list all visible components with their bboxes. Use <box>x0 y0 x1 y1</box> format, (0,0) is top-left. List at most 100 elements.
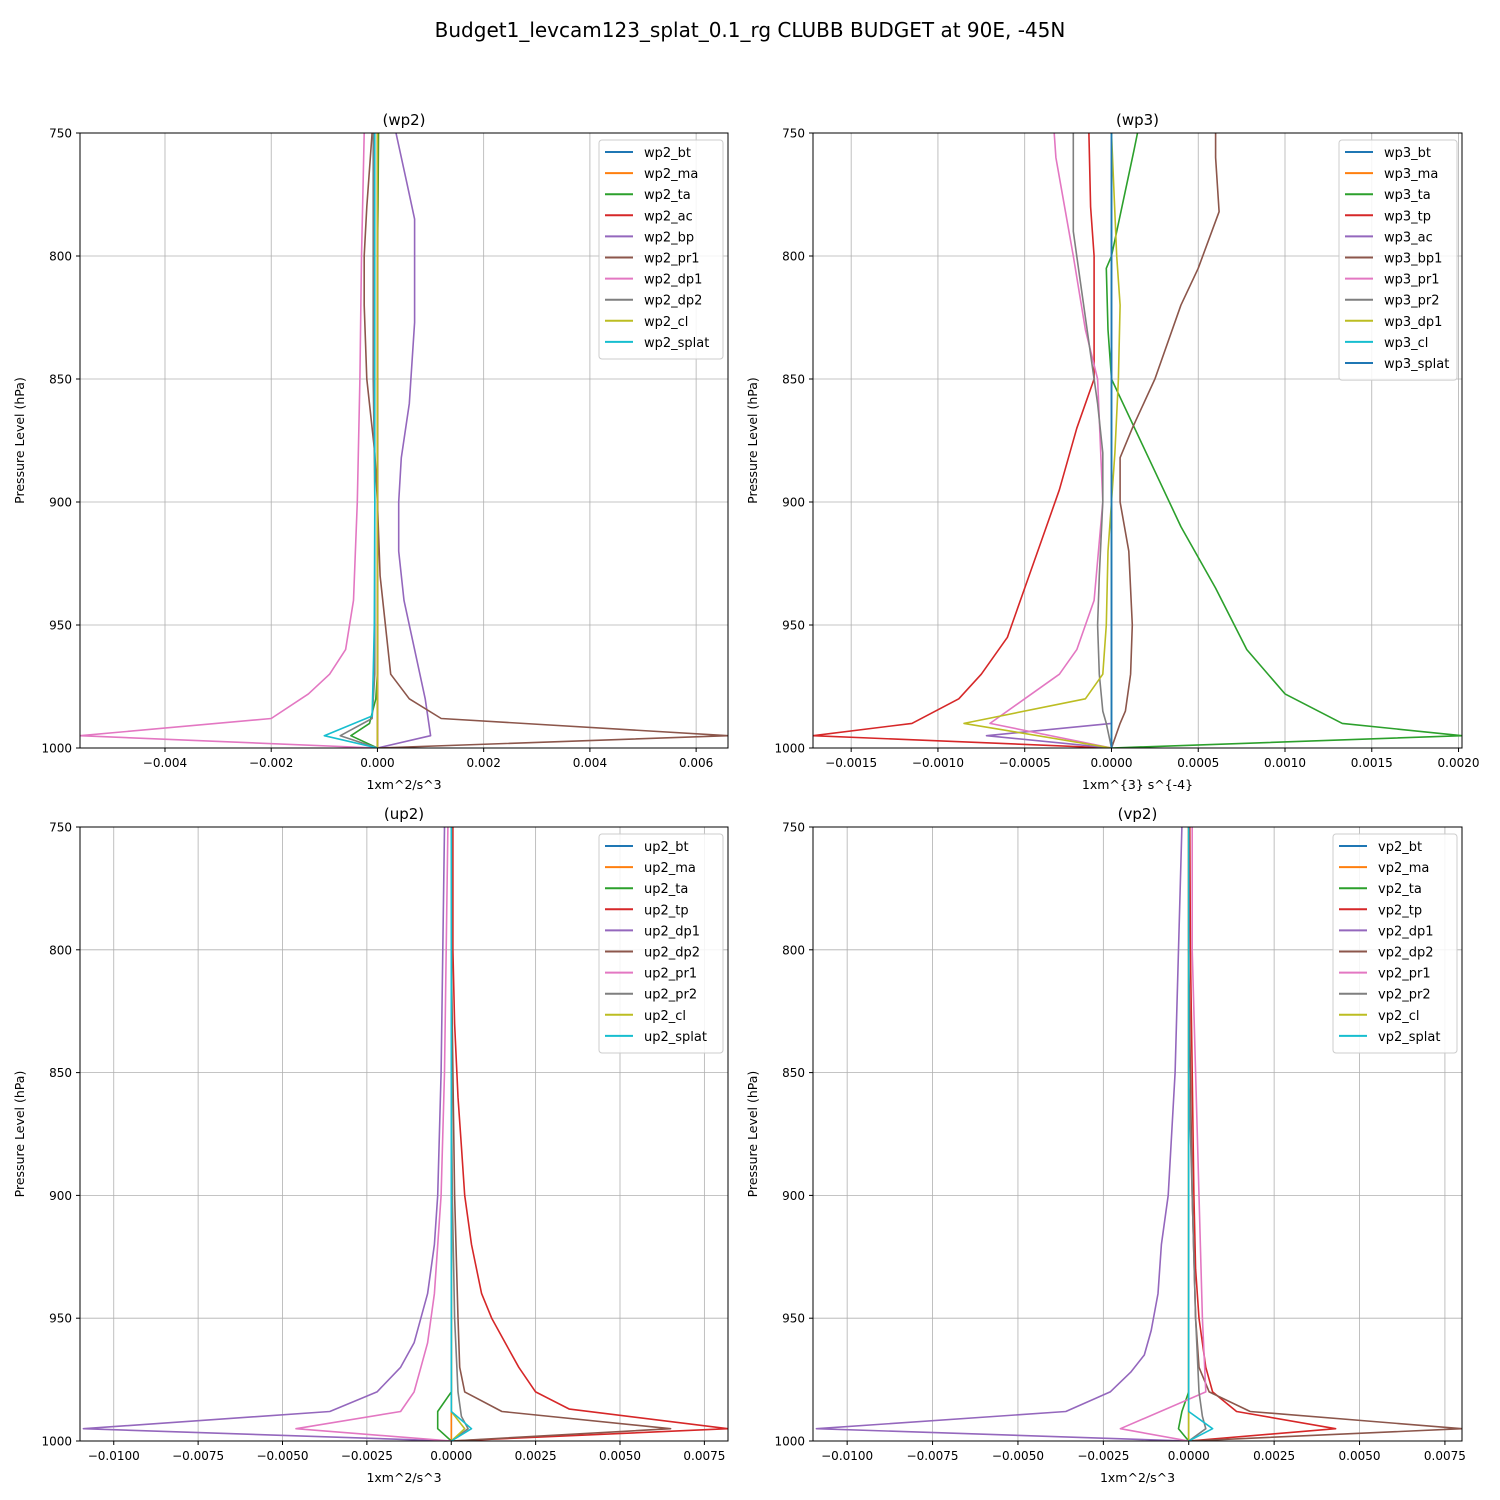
y-tick-label: 950 <box>782 619 805 633</box>
series-line-wp2_splat <box>323 133 378 748</box>
y-tick-label: 800 <box>782 943 805 957</box>
x-tick-label: 0.0075 <box>1424 1449 1466 1463</box>
y-tick-label: 1000 <box>774 742 805 756</box>
series-line-wp3_tp <box>813 133 1112 748</box>
y-tick-label: 800 <box>782 250 805 264</box>
legend-label: wp3_cl <box>1384 336 1428 351</box>
x-tick-label: 0.004 <box>573 756 607 770</box>
x-tick-label: −0.0075 <box>907 1449 959 1463</box>
y-tick-label: 900 <box>49 1189 72 1203</box>
axes-frame <box>812 132 1463 749</box>
x-tick-label: 0.0050 <box>1339 1449 1381 1463</box>
y-tick-label: 1000 <box>774 1435 805 1449</box>
x-tick-label: −0.0005 <box>999 756 1051 770</box>
x-axis-label: 1xm^2/s^3 <box>366 1470 441 1485</box>
x-tick-label: −0.0050 <box>256 1449 308 1463</box>
x-axis-label: 1xm^{3} s^{-4} <box>1082 777 1193 792</box>
legend-label: up2_cl <box>644 1009 686 1024</box>
x-tick-label: −0.0025 <box>341 1449 393 1463</box>
y-tick-label: 900 <box>49 496 72 510</box>
legend-label: vp2_splat <box>1378 1030 1440 1045</box>
x-tick-label: −0.0050 <box>992 1449 1044 1463</box>
series-line-vp2_pr1 <box>1119 827 1207 1441</box>
y-tick-label: 750 <box>782 821 805 835</box>
y-tick-label: 950 <box>49 1312 72 1326</box>
series-line-wp3_dp1 <box>963 133 1121 748</box>
y-tick-label: 900 <box>782 1189 805 1203</box>
legend-label: wp3_pr1 <box>1384 273 1440 288</box>
y-axis-label: Pressure Level (hPa) <box>745 1071 760 1198</box>
series-line-wp3_bp1 <box>1110 133 1220 748</box>
y-tick-label: 850 <box>49 1066 72 1080</box>
legend-label: wp2_cl <box>644 315 688 330</box>
x-tick-label: −0.0100 <box>821 1449 873 1463</box>
x-tick-label: 0.0025 <box>1253 1449 1295 1463</box>
series-line-wp2_bp <box>377 133 432 748</box>
legend-label: vp2_dp1 <box>1378 924 1434 939</box>
axes-frame <box>79 132 729 749</box>
panel-title: (wp3) <box>1116 111 1159 129</box>
series-line-wp3_ta <box>1105 133 1462 748</box>
y-tick-label: 1000 <box>41 1435 72 1449</box>
series-line-wp3_ac <box>985 133 1113 748</box>
legend-label: up2_splat <box>644 1030 707 1045</box>
y-tick-label: 1000 <box>41 742 72 756</box>
x-tick-label: 0.0025 <box>515 1449 557 1463</box>
legend-label: up2_bt <box>644 840 689 855</box>
y-axis-label: Pressure Level (hPa) <box>12 377 27 504</box>
y-tick-label: 800 <box>49 943 72 957</box>
legend-label: vp2_cl <box>1378 1009 1419 1024</box>
x-tick-label: −0.0075 <box>172 1449 224 1463</box>
x-tick-label: 0.0020 <box>1438 756 1480 770</box>
legend-label: up2_ta <box>644 882 688 897</box>
legend-label: wp2_ta <box>644 188 691 203</box>
x-axis-label: 1xm^2/s^3 <box>1100 1470 1175 1485</box>
legend-label: wp2_ma <box>644 167 698 182</box>
series-group <box>813 133 1462 748</box>
x-tick-label: 0.000 <box>360 756 394 770</box>
axes-frame <box>79 826 729 1442</box>
legend-label: wp3_dp1 <box>1384 315 1442 330</box>
x-tick-label: 0.0010 <box>1264 756 1306 770</box>
legend-label: wp3_ta <box>1384 188 1431 203</box>
legend-label: up2_tp <box>644 903 689 918</box>
y-tick-label: 850 <box>782 1066 805 1080</box>
series-line-wp2_dp1 <box>80 133 378 748</box>
legend-label: wp2_dp1 <box>644 273 702 288</box>
legend-label: wp2_bp <box>644 230 694 245</box>
legend-label: wp2_pr1 <box>644 252 700 267</box>
y-tick-label: 750 <box>49 127 72 141</box>
y-tick-label: 850 <box>49 373 72 387</box>
legend: up2_bt up2_ma up2_ta up2_tp up2_dp1 up2_dp2up… <box>598 833 724 1054</box>
legend-label: wp3_tp <box>1384 209 1431 224</box>
series-line-up2_splat <box>450 827 473 1441</box>
series-line-wp3_pr1 <box>989 133 1112 748</box>
x-tick-label: 0.0015 <box>1351 756 1393 770</box>
legend-label: wp3_bp1 <box>1384 252 1442 267</box>
legend-label: wp3_pr2 <box>1384 294 1440 309</box>
series-line-vp2_dp1 <box>815 827 1189 1441</box>
legend-label: wp2_bt <box>644 146 691 161</box>
chart-panel-2: −0.0100 −0.0075 −0.0050 −0.0025 0.0000 0.0025… <box>12 805 729 1485</box>
y-axis-label: Pressure Level (hPa) <box>12 1071 27 1198</box>
x-tick-label: 0.0005 <box>1177 756 1219 770</box>
x-tick-label: 0.002 <box>466 756 500 770</box>
x-tick-label: −0.0015 <box>825 756 877 770</box>
chart-panel-1: −0.0015 −0.0010 −0.0005 0.0000 0.0005 0.0010 0… <box>745 111 1480 792</box>
x-axis-label: 1xm^2/s^3 <box>366 777 441 792</box>
legend-label: vp2_dp2 <box>1378 946 1434 961</box>
legend-label: up2_dp1 <box>644 924 700 939</box>
series-line-up2_pr1 <box>295 827 452 1441</box>
legend-label: wp3_bt <box>1384 146 1431 161</box>
legend-label: vp2_bt <box>1378 840 1422 855</box>
y-axis-label: Pressure Level (hPa) <box>745 377 760 504</box>
figure-title: Budget1_levcam123_splat_0.1_rg CLUBB BUD… <box>435 18 1066 42</box>
panel-title: (vp2) <box>1118 805 1158 823</box>
series-line-up2_tp <box>451 827 728 1441</box>
series-group <box>815 827 1462 1441</box>
legend-label: up2_pr1 <box>644 967 697 982</box>
panel-title: (wp2) <box>382 111 425 129</box>
legend: wp3_bt wp3_ma wp3_ta wp3_tp wp3_ac wp3_bp1 wp3… <box>1338 139 1458 381</box>
legend-label: up2_dp2 <box>644 946 700 961</box>
